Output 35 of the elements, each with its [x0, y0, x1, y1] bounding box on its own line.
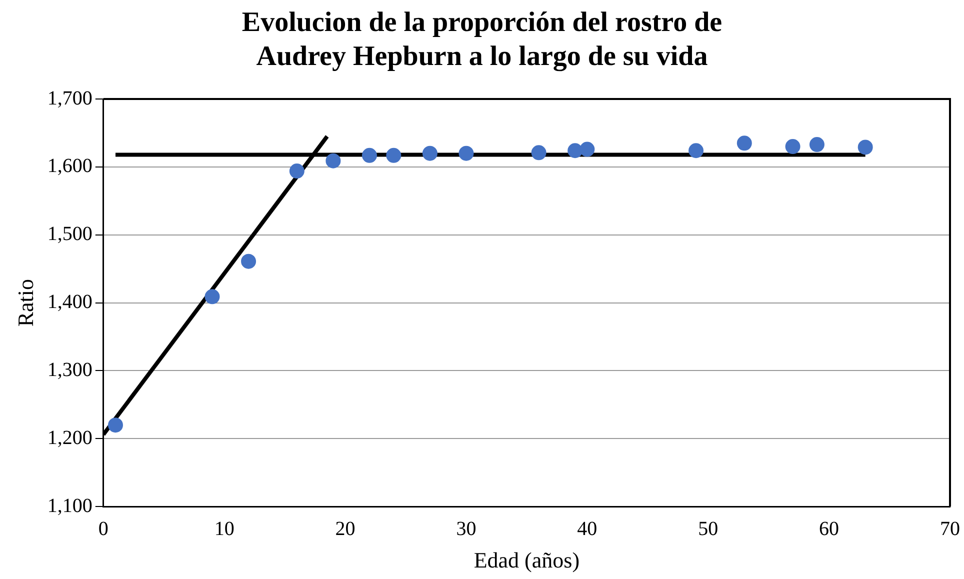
x-tick-label: 0 [98, 518, 108, 540]
point [568, 143, 583, 158]
chart-title: Evolucion de la proporción del rostro de Audrey Hepburn a lo largo de su vida [240, 6, 724, 74]
y-tick-label: 1,300 [47, 358, 92, 381]
point [531, 145, 546, 160]
x-tick-label: 60 [819, 518, 840, 540]
point [736, 136, 752, 151]
point [289, 164, 304, 179]
y-tick-label: 1,700 [47, 87, 92, 110]
y-tick-label: 1,400 [47, 291, 92, 314]
point [785, 139, 800, 154]
point [386, 148, 402, 163]
y-axis-title: Ratio [12, 278, 38, 327]
x-tick-label: 50 [698, 518, 718, 540]
point [688, 143, 704, 158]
x-tick-label: 10 [214, 518, 234, 540]
x-axis-title: Edad (años) [474, 548, 580, 573]
point [858, 140, 873, 155]
point [204, 289, 220, 304]
y-tick-label: 1,500 [47, 223, 92, 246]
point [108, 418, 123, 433]
point [362, 148, 377, 163]
x-tick-label: 70 [940, 518, 960, 540]
x-tick-label: 40 [577, 518, 598, 540]
point [580, 142, 595, 157]
y-tick-label: 1,100 [47, 494, 92, 517]
x-tick-label: 30 [456, 518, 476, 540]
point [326, 153, 341, 168]
y-tick-label: 1,600 [47, 155, 92, 178]
y-tick-label: 1,200 [47, 426, 92, 449]
x-tick-label: 20 [335, 518, 356, 540]
point [241, 254, 256, 269]
point [422, 146, 438, 161]
point [458, 146, 474, 161]
point [809, 137, 824, 152]
